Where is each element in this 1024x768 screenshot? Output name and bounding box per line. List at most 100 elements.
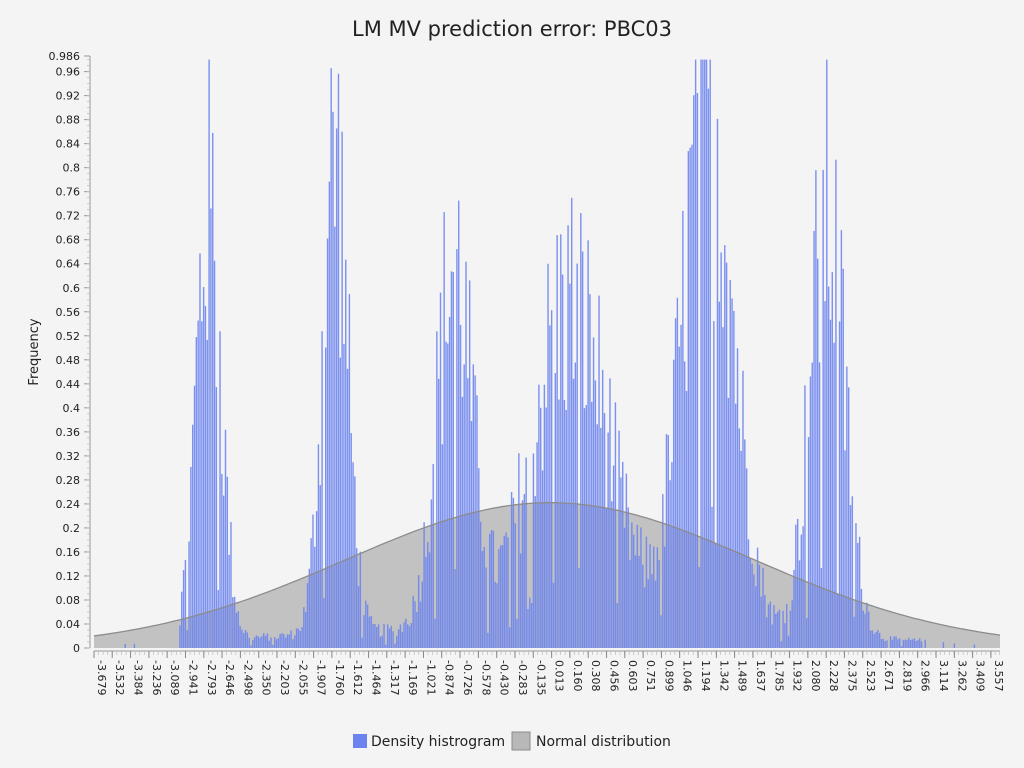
histogram-bar — [266, 633, 269, 648]
histogram-bar — [213, 260, 216, 648]
histogram-bar — [563, 399, 566, 648]
histogram-bar — [467, 378, 469, 648]
histogram-bar — [396, 635, 398, 648]
histogram-bar — [354, 476, 356, 648]
histogram-bar — [744, 439, 746, 648]
histogram-bar — [924, 639, 926, 648]
legend-label-histogram: Density histrogram — [371, 734, 505, 750]
histogram-bar — [631, 522, 633, 648]
histogram-bar — [332, 111, 334, 648]
histogram-bar — [804, 385, 806, 648]
histogram-bar — [612, 465, 615, 648]
histogram-bar — [769, 601, 772, 648]
histogram-bar — [206, 339, 208, 648]
histogram-bar — [662, 494, 664, 648]
histogram-bar — [625, 473, 628, 648]
y-tick-label: 0.76 — [56, 186, 81, 199]
y-tick-label: 0.24 — [56, 498, 81, 511]
histogram-bar — [264, 635, 267, 648]
x-tick-label: -1.907 — [315, 660, 328, 695]
x-tick-label: -2.793 — [205, 660, 218, 695]
histogram-bar — [443, 212, 445, 648]
histogram-bar — [414, 601, 416, 648]
histogram-bar — [698, 567, 700, 648]
x-tick-label: -0.726 — [461, 660, 474, 695]
y-tick-label: 0.32 — [56, 450, 81, 463]
histogram-bar — [589, 294, 591, 648]
histogram-bar — [407, 624, 409, 648]
histogram-bar — [408, 626, 411, 648]
histogram-bar — [694, 59, 697, 649]
histogram-bar — [416, 612, 418, 648]
histogram-bar — [459, 324, 462, 648]
y-tick-label: 0.56 — [56, 306, 81, 319]
histogram-bar — [299, 631, 301, 648]
histogram-bar — [869, 630, 872, 648]
histogram-bar — [842, 268, 844, 648]
histogram-bar — [503, 536, 505, 648]
histogram-bar — [425, 557, 427, 648]
histogram-bar — [776, 611, 779, 648]
histogram-bar — [405, 618, 407, 648]
y-tick-label: 0.12 — [56, 570, 81, 583]
histogram-bar — [846, 366, 848, 648]
histogram-bar — [374, 624, 376, 648]
histogram-bar — [330, 68, 332, 649]
histogram-bar — [319, 485, 321, 648]
normal-curve — [93, 502, 1001, 637]
x-tick-label: 1.932 — [791, 660, 804, 692]
histogram-bar — [727, 397, 730, 648]
x-tick-label: -1.760 — [333, 660, 346, 695]
x-tick-label: 3.409 — [974, 660, 987, 692]
legend-swatch-histogram — [353, 734, 367, 748]
histogram-bar — [651, 574, 653, 648]
histogram-bar — [709, 59, 711, 649]
histogram-bar — [667, 435, 669, 648]
histogram-bar — [572, 378, 575, 648]
histogram-bar — [244, 630, 247, 648]
histogram-bar — [394, 643, 396, 648]
x-tick-label: 0.160 — [571, 660, 584, 692]
histogram-bar — [279, 634, 281, 648]
histogram-bar — [787, 635, 790, 648]
histogram-bar — [578, 567, 580, 648]
histogram-bar — [421, 581, 423, 648]
histogram-bar — [199, 253, 201, 648]
histogram-bar — [532, 453, 535, 648]
histogram-bar — [543, 384, 546, 648]
histogram-bar — [301, 627, 303, 648]
histogram-bar — [900, 646, 903, 648]
x-tick-label: 0.603 — [626, 660, 639, 692]
histogram-bar — [849, 505, 852, 648]
histogram-bar — [357, 586, 360, 648]
histogram-bar — [390, 625, 393, 648]
y-tick-label: 0.16 — [56, 546, 81, 559]
histogram-bar — [594, 380, 597, 648]
histogram-bar — [847, 387, 850, 648]
histogram-bar — [370, 615, 372, 648]
histogram-bar — [866, 602, 868, 648]
histogram-bar — [755, 586, 757, 648]
histogram-bar — [902, 640, 905, 648]
x-tick-label: -3.679 — [95, 660, 108, 695]
histogram-bar — [583, 408, 586, 648]
histogram-bar — [437, 378, 440, 648]
x-tick-label: -1.317 — [388, 660, 401, 695]
histogram-bar — [831, 272, 833, 648]
histogram-bar — [281, 633, 283, 648]
histogram-bar — [310, 538, 312, 648]
histogram-bar — [512, 497, 515, 648]
histogram-bar — [574, 362, 577, 648]
x-tick-label: 1.489 — [736, 660, 749, 692]
histogram-bar — [906, 639, 908, 648]
histogram-bar — [623, 527, 626, 648]
histogram-bar — [791, 600, 793, 648]
histogram-bar — [820, 567, 823, 648]
histogram-bar — [545, 407, 547, 648]
histogram-bar — [552, 582, 555, 648]
x-tick-label: 1.785 — [772, 660, 785, 692]
histogram-bar — [388, 628, 391, 648]
histogram-bar — [837, 594, 839, 648]
histogram-bar — [277, 638, 280, 648]
histogram-bar — [678, 346, 680, 648]
